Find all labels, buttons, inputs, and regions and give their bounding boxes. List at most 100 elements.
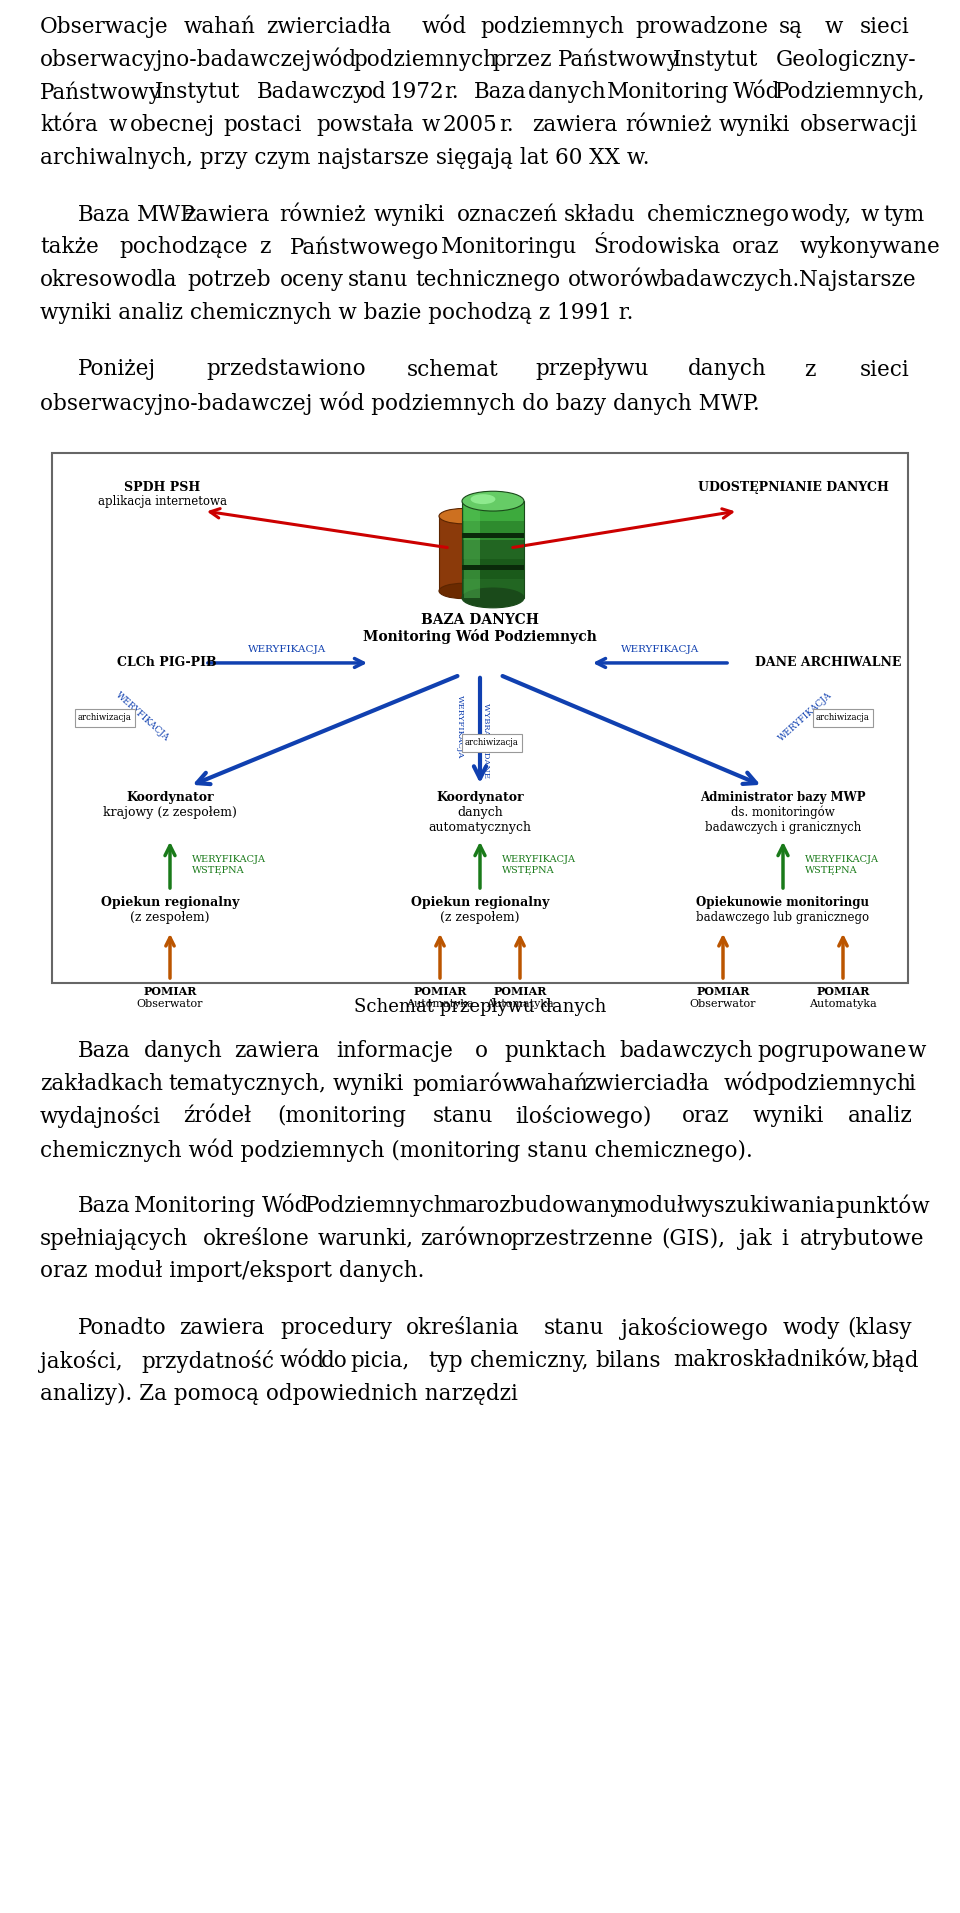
Ellipse shape [439, 583, 487, 599]
Text: o: o [475, 1041, 488, 1062]
Text: wahań: wahań [183, 15, 255, 38]
Text: archiwizacja: archiwizacja [78, 714, 132, 723]
Text: Monitoring: Monitoring [133, 1196, 256, 1217]
Text: przestrzenne: przestrzenne [510, 1228, 653, 1249]
Text: chemicznego: chemicznego [647, 203, 790, 226]
Bar [462, 735, 522, 752]
Text: atrybutowe: atrybutowe [800, 1228, 924, 1249]
Text: wody,: wody, [790, 203, 852, 226]
Text: okresowo: okresowo [40, 270, 145, 291]
Text: WYBRANE DANE: WYBRANE DANE [482, 704, 490, 779]
Text: chemicznych wód podziemnych (monitoring stanu chemicznego).: chemicznych wód podziemnych (monitoring … [40, 1138, 753, 1161]
Text: potrzeb: potrzeb [187, 270, 272, 291]
Ellipse shape [439, 509, 487, 524]
Text: procedury: procedury [280, 1316, 393, 1339]
Text: danych: danych [144, 1041, 223, 1062]
Text: podziemnych: podziemnych [353, 48, 497, 71]
Text: Obserwator: Obserwator [689, 999, 756, 1008]
Text: powstała: powstała [316, 115, 414, 136]
Text: która: która [40, 115, 98, 136]
Text: typ: typ [428, 1351, 463, 1372]
Text: zawiera: zawiera [180, 1316, 265, 1339]
Text: WERYFIKACJA: WERYFIKACJA [456, 694, 464, 759]
Text: archiwalnych, przy czym najstarsze sięgają lat 60 XX w.: archiwalnych, przy czym najstarsze sięga… [40, 147, 650, 168]
Text: analiz: analiz [848, 1106, 912, 1127]
Text: punktów: punktów [835, 1196, 930, 1219]
Text: zarówno: zarówno [420, 1228, 513, 1249]
Text: błąd: błąd [872, 1351, 920, 1372]
Text: Najstarsze: Najstarsze [800, 270, 916, 291]
Bar [462, 501, 524, 522]
Text: POMIAR: POMIAR [816, 985, 870, 997]
Text: aplikacja internetowa: aplikacja internetowa [98, 495, 227, 509]
Text: określone: określone [203, 1228, 309, 1249]
Text: danych: danych [687, 358, 766, 381]
Text: (GIS),: (GIS), [660, 1228, 725, 1249]
Text: w: w [109, 115, 128, 136]
Text: z: z [804, 358, 815, 381]
Text: 1972: 1972 [390, 82, 444, 103]
Text: Ponadto: Ponadto [78, 1316, 167, 1339]
Text: Baza: Baza [78, 1196, 131, 1217]
Text: źródeł: źródeł [183, 1106, 252, 1127]
Text: jakościowego: jakościowego [621, 1316, 768, 1339]
Text: ds. monitoringów: ds. monitoringów [732, 805, 835, 819]
Text: wód: wód [311, 48, 356, 71]
Text: w: w [908, 1041, 926, 1062]
Text: wyniki: wyniki [373, 203, 445, 226]
Text: SPDH PSH: SPDH PSH [124, 480, 200, 494]
Text: oceny: oceny [279, 270, 344, 291]
Text: badawczych i granicznych: badawczych i granicznych [705, 821, 861, 834]
Text: WERYFIKACJA: WERYFIKACJA [249, 645, 326, 654]
Text: Obserwacje: Obserwacje [40, 15, 169, 38]
Text: (klasy: (klasy [848, 1316, 912, 1339]
Text: Opiekun regionalny: Opiekun regionalny [411, 895, 549, 909]
Text: Administrator bazy MWP: Administrator bazy MWP [700, 790, 866, 803]
Text: wód: wód [279, 1351, 324, 1372]
Text: określania: określania [406, 1316, 519, 1339]
Text: Państwowy: Państwowy [559, 48, 681, 71]
Text: także: także [40, 237, 99, 258]
Text: Geologiczny-: Geologiczny- [776, 48, 916, 71]
Text: otworów: otworów [567, 270, 662, 291]
Text: w: w [861, 203, 879, 226]
Text: Baza: Baza [78, 1041, 131, 1062]
Text: oznaczeń: oznaczeń [457, 203, 558, 226]
Text: picia,: picia, [350, 1351, 410, 1372]
Text: przez: przez [492, 48, 552, 71]
Text: obserwacyjno-badawczej: obserwacyjno-badawczej [40, 48, 312, 71]
Text: punktach: punktach [505, 1041, 607, 1062]
Text: i: i [908, 1073, 915, 1094]
Text: Wód: Wód [261, 1196, 309, 1217]
Text: zakładkach: zakładkach [40, 1073, 163, 1094]
Text: technicznego: technicznego [415, 270, 561, 291]
Text: postaci: postaci [223, 115, 301, 136]
Text: archiwizacja: archiwizacja [465, 738, 519, 748]
Text: Monitoringu: Monitoringu [442, 237, 578, 258]
Text: podziemnych: podziemnych [480, 15, 624, 38]
Text: Schemat przepływu danych: Schemat przepływu danych [354, 999, 606, 1016]
Text: Automatyka: Automatyka [486, 999, 554, 1008]
Text: Koordynator: Koordynator [436, 790, 524, 803]
Text: stanu: stanu [433, 1106, 493, 1127]
Text: wykonywane: wykonywane [800, 237, 940, 258]
Text: pogrupowane: pogrupowane [757, 1041, 907, 1062]
Text: Automatyka: Automatyka [406, 999, 474, 1008]
Text: wahań: wahań [516, 1073, 588, 1094]
Text: do: do [322, 1351, 348, 1372]
Text: stanu: stanu [543, 1316, 604, 1339]
Text: oraz: oraz [732, 237, 780, 258]
Text: WERYFIKACJA
WSTĘPNA: WERYFIKACJA WSTĘPNA [192, 855, 266, 874]
Text: r.: r. [499, 115, 514, 136]
Text: informacje: informacje [337, 1041, 453, 1062]
Text: Instytut: Instytut [673, 48, 758, 71]
Text: bilans: bilans [596, 1351, 661, 1372]
Bar [464, 501, 479, 599]
Text: Obserwator: Obserwator [136, 999, 204, 1008]
Text: chemiczny,: chemiczny, [470, 1351, 589, 1372]
Text: tematycznych,: tematycznych, [168, 1073, 326, 1094]
Text: zwierciadła: zwierciadła [266, 15, 391, 38]
Text: oraz moduł import/eksport danych.: oraz moduł import/eksport danych. [40, 1261, 424, 1282]
Text: składu: składu [564, 203, 636, 226]
Text: sieci: sieci [860, 358, 909, 381]
